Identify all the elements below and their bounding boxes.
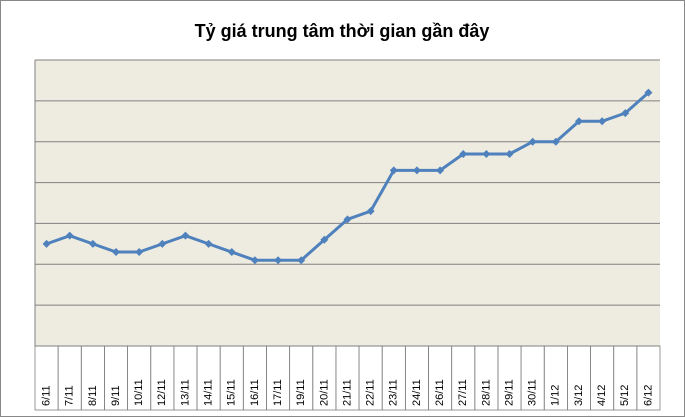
marker [135,248,144,257]
marker [274,256,283,265]
x-tick-label: 1/12 [550,385,562,406]
x-tick-label: 12/11 [156,379,168,406]
marker [343,215,352,224]
x-tick-label: 9/11 [110,385,122,406]
x-tick-label: 30/11 [527,379,539,406]
plot-area [35,60,660,346]
x-tick-label: 22/11 [365,379,377,406]
x-tick-label: 24/11 [411,379,423,406]
marker [320,235,329,244]
marker [250,256,259,265]
x-tick-label: 3/12 [573,385,585,406]
marker [366,207,375,216]
marker [112,248,121,257]
x-tick-label: 6/12 [642,385,654,406]
marker [65,231,74,240]
marker [436,166,445,175]
x-tick-label: 13/11 [179,379,191,406]
x-tick-label: 7/11 [64,385,76,406]
marker [88,239,97,248]
x-tick-label: 16/11 [249,379,261,406]
x-tick-box [636,345,661,411]
marker [389,166,398,175]
marker [574,117,583,126]
marker [644,88,653,97]
x-tick-label: 15/11 [226,379,238,406]
x-tick-label: 20/11 [318,379,330,406]
marker [551,137,560,146]
x-tick-label: 10/11 [133,379,145,406]
x-tick-label: 29/11 [503,379,515,406]
marker [598,117,607,126]
x-tick-label: 5/12 [619,385,631,406]
x-tick-label: 6/11 [40,385,52,406]
x-tick-label: 26/11 [434,379,446,406]
x-tick-label: 28/11 [480,379,492,406]
x-tick-label: 8/11 [87,385,99,406]
x-tick-label: 27/11 [457,379,469,406]
x-tick-label: 17/11 [272,379,284,406]
marker [412,166,421,175]
marker [297,256,306,265]
x-tick-label: 4/12 [596,385,608,406]
marker [204,239,213,248]
marker [227,248,236,257]
marker [42,239,51,248]
marker [505,149,514,158]
marker [528,137,537,146]
marker [158,239,167,248]
x-tick-label: 19/11 [295,379,307,406]
marker [621,109,630,118]
chart-title: Tỷ giá trung tâm thời gian gần đây [195,21,490,41]
marker [482,149,491,158]
marker [459,149,468,158]
marker [181,231,190,240]
x-tick-label: 23/11 [388,379,400,406]
x-tick-label: 21/11 [341,379,353,406]
x-tick-label: 14/11 [203,379,215,406]
